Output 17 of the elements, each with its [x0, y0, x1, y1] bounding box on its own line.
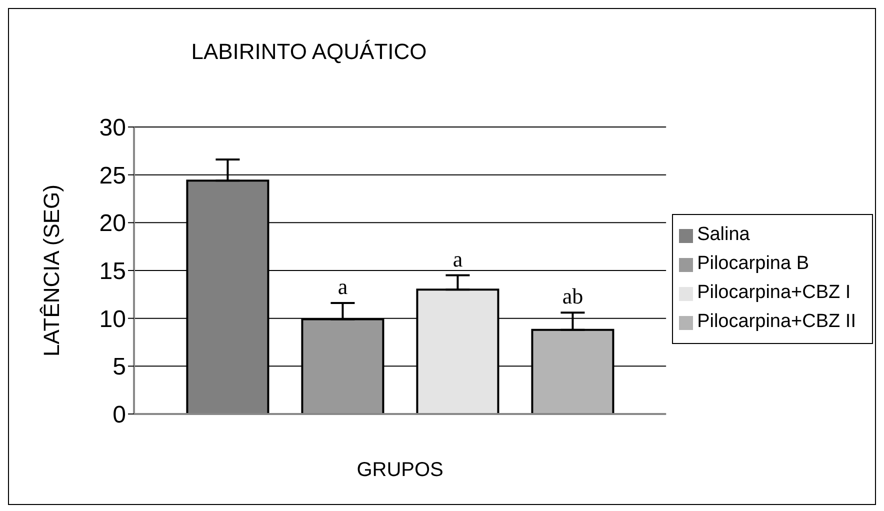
y-tick-label: 20 — [99, 210, 126, 238]
data-label: ab — [562, 284, 584, 309]
y-tick-label: 5 — [112, 354, 126, 381]
y-tick-label: 0 — [112, 402, 126, 429]
legend-label: Pilocarpina+CBZ II — [697, 311, 856, 332]
y-tick-label: 30 — [99, 114, 126, 142]
data-label: a — [452, 246, 463, 272]
legend-label: Salina — [697, 224, 750, 245]
legend-label: Pilocarpina B — [697, 253, 810, 274]
x-axis-title: GRUPOS — [356, 459, 444, 481]
y-tick-label: 25 — [99, 162, 126, 190]
y-tick-label: 15 — [99, 258, 126, 286]
chart-title: LABIRINTO AQUÁTICO — [190, 39, 428, 65]
y-axis-title: LATÊNCIA (SEG) — [38, 184, 64, 356]
legend-label: Pilocarpina+CBZ I — [697, 282, 851, 303]
data-label: a — [338, 274, 348, 300]
y-tick-label: 10 — [99, 306, 126, 333]
